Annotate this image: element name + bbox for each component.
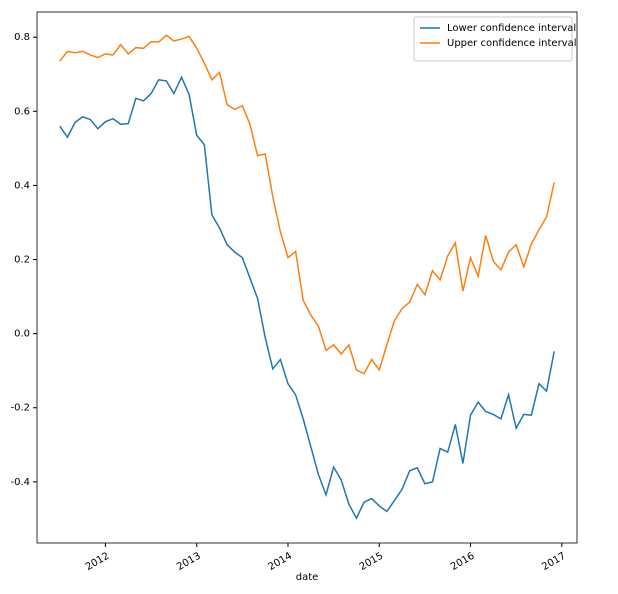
legend-label: Lower confidence interval bbox=[447, 23, 576, 34]
y-tick-label: 0.2 bbox=[14, 255, 30, 266]
y-tick-label: -0.4 bbox=[10, 477, 30, 488]
x-tick-label: 2013 bbox=[175, 551, 203, 573]
x-tick-label: 2017 bbox=[540, 551, 568, 573]
plot-frame bbox=[36, 11, 578, 544]
series-line bbox=[59, 34, 555, 375]
y-tick-label: -0.2 bbox=[10, 403, 30, 414]
x-tick-label: 2012 bbox=[84, 551, 112, 573]
y-tick-label: 0.6 bbox=[14, 106, 30, 117]
x-tick-label: 2016 bbox=[449, 551, 477, 573]
legend-box bbox=[413, 16, 573, 62]
x-axis-label: date bbox=[296, 572, 319, 583]
series-line bbox=[59, 75, 555, 520]
y-tick-label: 0.8 bbox=[14, 32, 30, 43]
y-tick-label: 0.4 bbox=[14, 180, 30, 191]
legend-label: Upper confidence interval bbox=[447, 38, 577, 49]
y-tick-label: 0.0 bbox=[14, 329, 30, 340]
x-tick-label: 2014 bbox=[266, 551, 294, 573]
x-tick-label: 2015 bbox=[358, 551, 386, 573]
